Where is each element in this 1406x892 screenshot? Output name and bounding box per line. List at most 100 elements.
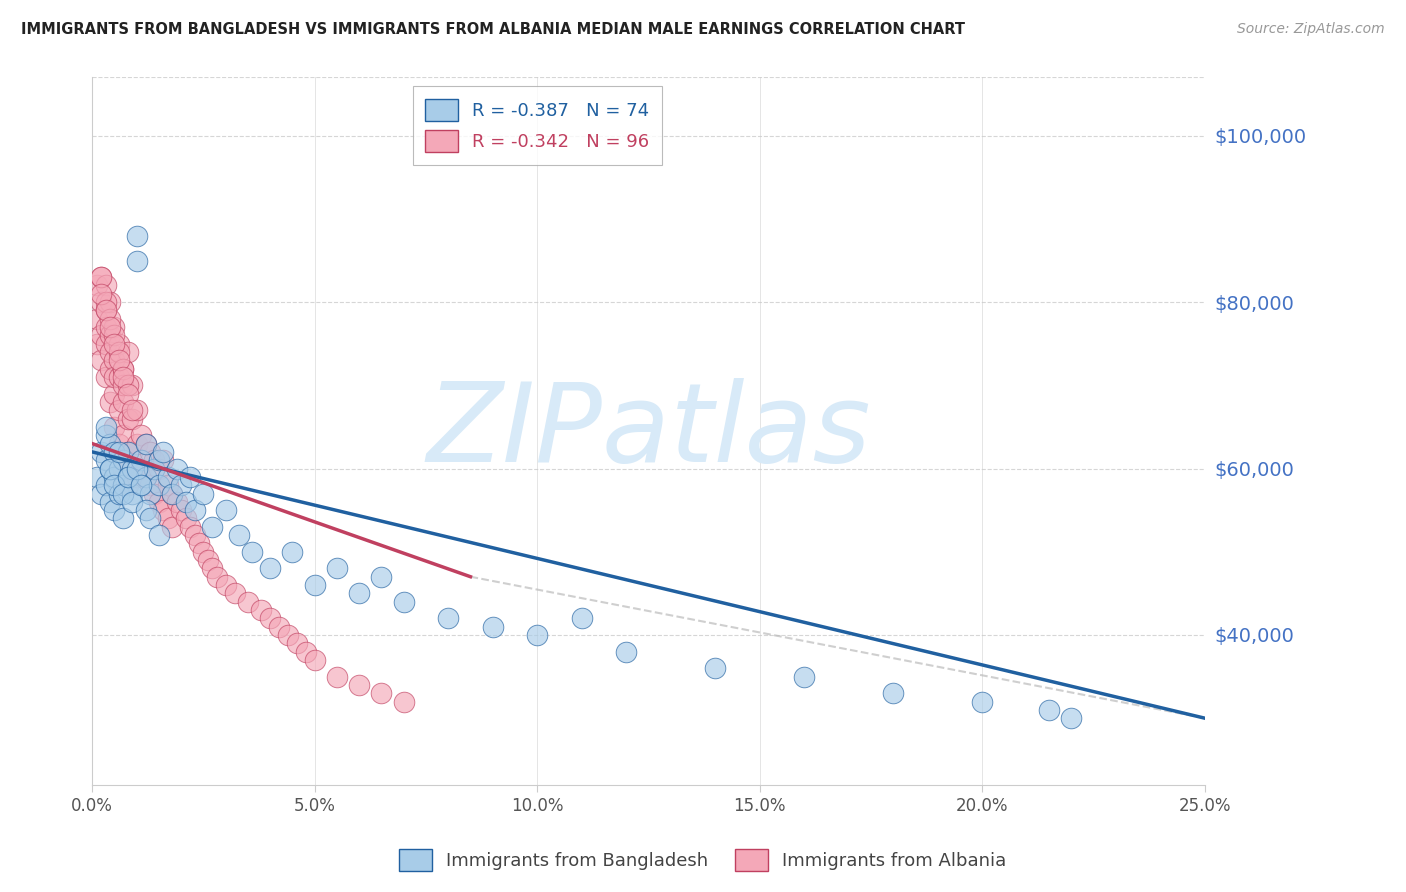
Point (94, 278, 117, 293)
Point (117, 478, 139, 492)
Point (103, 445, 125, 459)
Point (112, 453, 135, 467)
Point (108, 370, 131, 384)
Point (129, 478, 152, 492)
Point (882, 686, 904, 700)
Text: Source: ZipAtlas.com: Source: ZipAtlas.com (1237, 22, 1385, 37)
Point (201, 520, 224, 534)
Legend: R = -0.387   N = 74, R = -0.342   N = 96: R = -0.387 N = 74, R = -0.342 N = 96 (412, 87, 662, 165)
Point (112, 361, 135, 376)
Point (112, 511, 135, 525)
Point (112, 486, 135, 500)
Point (162, 520, 184, 534)
Point (112, 370, 135, 384)
Point (103, 420, 125, 434)
Point (481, 620, 503, 634)
Point (326, 669, 349, 683)
Point (129, 453, 152, 467)
Point (98, 395, 121, 409)
Point (183, 528, 205, 542)
Point (98, 436, 121, 450)
Point (121, 411, 143, 425)
Point (224, 586, 246, 600)
Point (392, 694, 415, 708)
Point (152, 503, 174, 517)
Point (285, 636, 308, 650)
Point (90, 270, 112, 285)
Point (121, 445, 143, 459)
Point (98, 495, 121, 509)
Point (125, 470, 148, 484)
Point (108, 445, 131, 459)
Point (121, 486, 143, 500)
Text: ZIPatlas: ZIPatlas (426, 377, 870, 484)
Point (704, 661, 727, 675)
Point (135, 470, 157, 484)
Point (197, 553, 219, 567)
Point (139, 511, 162, 525)
Point (86, 311, 108, 326)
Point (370, 570, 392, 584)
Point (205, 570, 228, 584)
Point (121, 495, 143, 509)
Point (117, 445, 139, 459)
Point (108, 486, 131, 500)
Point (1038, 703, 1060, 717)
Point (98, 311, 121, 326)
Point (90, 353, 112, 368)
Point (108, 353, 131, 368)
Point (370, 686, 392, 700)
Point (148, 478, 170, 492)
Point (94, 303, 117, 318)
Point (125, 436, 148, 450)
Point (188, 536, 211, 550)
Point (170, 503, 193, 517)
Point (242, 545, 264, 559)
Point (98, 461, 121, 475)
Point (121, 461, 143, 475)
Point (156, 470, 179, 484)
Point (166, 461, 188, 475)
Point (139, 486, 162, 500)
Point (614, 645, 637, 659)
Point (112, 378, 135, 392)
Point (129, 478, 152, 492)
Point (170, 478, 193, 492)
Point (103, 470, 125, 484)
Text: IMMIGRANTS FROM BANGLADESH VS IMMIGRANTS FROM ALBANIA MEDIAN MALE EARNINGS CORRE: IMMIGRANTS FROM BANGLADESH VS IMMIGRANTS… (21, 22, 965, 37)
Point (972, 694, 994, 708)
Point (277, 628, 299, 642)
Point (94, 478, 117, 492)
Point (94, 336, 117, 351)
Point (90, 328, 112, 343)
Point (129, 428, 152, 442)
Point (117, 411, 139, 425)
Point (156, 511, 179, 525)
Point (121, 403, 143, 417)
Point (112, 395, 135, 409)
Point (143, 461, 166, 475)
Point (193, 486, 215, 500)
Point (108, 436, 131, 450)
Point (98, 320, 121, 334)
Point (179, 470, 201, 484)
Point (125, 461, 148, 475)
Point (174, 495, 197, 509)
Point (148, 453, 170, 467)
Point (90, 286, 112, 301)
Point (183, 503, 205, 517)
Point (269, 620, 291, 634)
Point (304, 653, 326, 667)
Point (148, 495, 170, 509)
Point (103, 370, 125, 384)
Point (236, 595, 259, 609)
Point (117, 470, 139, 484)
Point (148, 528, 170, 542)
Point (793, 669, 815, 683)
Point (103, 336, 125, 351)
Point (215, 578, 238, 592)
Point (117, 470, 139, 484)
Point (86, 278, 108, 293)
Point (98, 361, 121, 376)
Point (125, 403, 148, 417)
